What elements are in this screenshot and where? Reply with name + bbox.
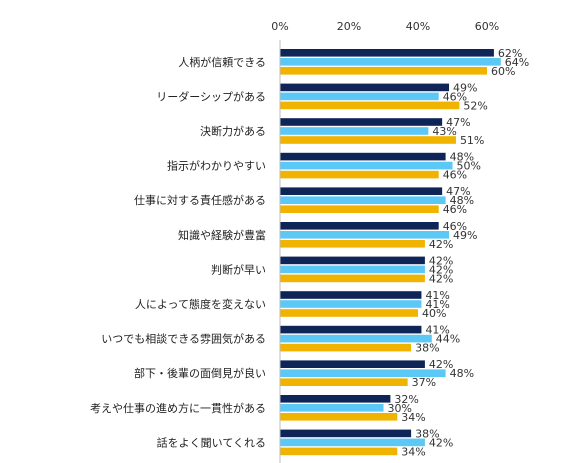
x-tick-label: 60%: [475, 20, 499, 33]
data-label: 52%: [463, 99, 487, 112]
data-label: 44%: [436, 333, 460, 346]
data-label: 40%: [422, 307, 446, 320]
category-label: 判断が早い: [211, 262, 266, 276]
bar: [280, 300, 422, 308]
bar: [280, 240, 425, 248]
bar: [280, 265, 425, 274]
bar: [280, 222, 439, 230]
data-label: 64%: [505, 56, 529, 69]
category-label: 人によって態度を変えない: [135, 297, 266, 311]
bar: [280, 447, 398, 456]
bar: [280, 136, 456, 144]
data-label: 41%: [425, 298, 449, 311]
bar: [280, 395, 391, 403]
bars: [280, 49, 501, 456]
data-label: 42%: [429, 263, 453, 276]
category-label: 人柄が信頼できる: [178, 55, 266, 69]
data-label: 48%: [450, 367, 474, 380]
data-label: 43%: [432, 125, 456, 138]
data-label: 42%: [429, 358, 453, 371]
data-label: 34%: [401, 445, 425, 458]
bar: [280, 101, 460, 110]
category-label: 話をよく聞いてくれる: [157, 435, 266, 449]
category-label: 考えや仕事の進め方に一貫性がある: [90, 401, 266, 415]
bar: [280, 92, 439, 101]
bar: [280, 256, 425, 265]
bar: [280, 438, 425, 447]
data-label: 41%: [425, 324, 449, 337]
data-label: 46%: [443, 203, 467, 216]
x-axis-ticks: 0% 20% 40% 60%: [271, 20, 499, 33]
data-label: 46%: [443, 220, 467, 233]
data-label: 42%: [429, 238, 453, 251]
bar: [280, 49, 494, 57]
data-label: 62%: [498, 47, 522, 60]
bar: [280, 325, 422, 334]
bar: [280, 334, 432, 343]
category-label: リーダーシップがある: [156, 89, 266, 103]
data-label: 37%: [412, 376, 436, 389]
bar: [280, 413, 398, 421]
bar: [280, 231, 450, 239]
bar: [280, 196, 446, 204]
bar: [280, 161, 453, 170]
category-labels: 人柄が信頼できるリーダーシップがある決断力がある指示がわかりやすい仕事に対する責…: [90, 55, 266, 450]
bar: [280, 378, 408, 386]
bar: [280, 127, 429, 135]
bar: [280, 205, 439, 213]
data-label: 46%: [443, 169, 467, 182]
bar: [280, 360, 425, 368]
data-label: 49%: [453, 81, 477, 94]
data-label: 30%: [388, 402, 412, 415]
data-label: 47%: [446, 185, 470, 198]
data-label: 50%: [457, 160, 481, 173]
data-labels: 62%64%60%49%46%52%47%43%51%48%50%46%47%4…: [388, 47, 530, 459]
category-label: 仕事に対する責任感がある: [134, 193, 266, 207]
data-label: 48%: [450, 194, 474, 207]
x-tick-label: 40%: [406, 20, 430, 33]
data-label: 38%: [415, 342, 439, 355]
bar: [280, 118, 443, 126]
bar: [280, 429, 412, 438]
category-label: 決断力がある: [200, 124, 266, 138]
data-label: 42%: [429, 272, 453, 285]
bar: [280, 369, 446, 377]
category-label: 知識や経験が豊富: [178, 228, 266, 242]
category-label: いつでも相談できる雰囲気がある: [101, 332, 266, 346]
x-tick-label: 20%: [337, 20, 361, 33]
bar: [280, 291, 422, 299]
bar: [280, 309, 418, 317]
data-label: 51%: [460, 134, 484, 147]
data-label: 38%: [415, 427, 439, 440]
bar: [280, 152, 446, 161]
bar: [280, 404, 384, 412]
bar: [280, 274, 425, 283]
bar: [280, 343, 412, 352]
bar: [280, 187, 443, 195]
bar: [280, 170, 439, 179]
category-label: 指示がわかりやすい: [167, 159, 266, 173]
bar: [280, 58, 501, 66]
data-label: 32%: [394, 393, 418, 406]
data-label: 34%: [401, 411, 425, 424]
data-label: 48%: [450, 151, 474, 164]
data-label: 41%: [425, 289, 449, 302]
category-label: 部下・後輩の面倒見が良い: [134, 366, 266, 380]
bar: [280, 67, 487, 75]
data-label: 60%: [491, 65, 515, 78]
data-label: 49%: [453, 229, 477, 242]
x-tick-label: 0%: [271, 20, 288, 33]
data-label: 42%: [429, 254, 453, 267]
data-label: 46%: [443, 90, 467, 103]
bar: [280, 83, 450, 92]
data-label: 47%: [446, 116, 470, 129]
data-label: 42%: [429, 436, 453, 449]
